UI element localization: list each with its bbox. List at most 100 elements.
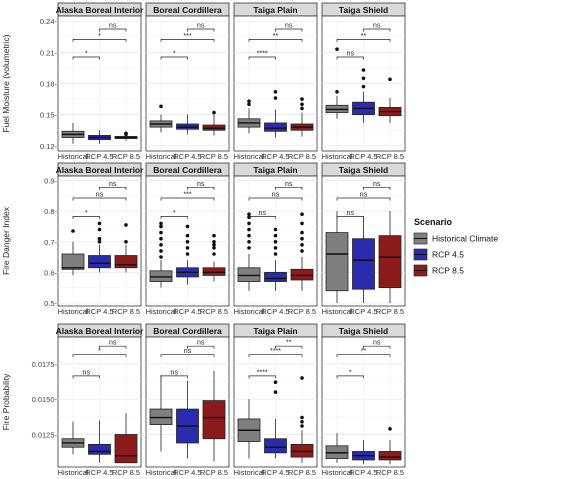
box-rcp45 — [176, 224, 199, 285]
box-rcp45 — [176, 114, 199, 135]
x-tick-label: RCP 8.5 — [376, 307, 404, 316]
outlier-point — [300, 419, 304, 424]
bracket-line — [336, 197, 391, 201]
chart-row-3: Fire Probability 0.0125- 0.0150- 0.0175- Ala… — [1, 323, 406, 477]
box-rcp45 — [88, 130, 111, 144]
bracket-line — [187, 186, 215, 190]
x-tick-label: Historical — [234, 468, 265, 477]
bracket-line — [275, 28, 303, 32]
facet-title: Boreal Cordillera — [153, 165, 222, 175]
outlier-point — [97, 227, 102, 232]
significance-bracket: ns — [363, 340, 391, 349]
significance-label: * — [85, 210, 88, 217]
significance-label: * — [349, 369, 352, 376]
significance-label: ns — [197, 181, 205, 188]
x-tick-label: RCP 8.5 — [200, 307, 228, 316]
outlier-point — [300, 212, 304, 217]
facet-title: Alaska Boreal Interior — [56, 326, 145, 336]
box-rcp85 — [202, 370, 226, 462]
significance-bracket: ns — [363, 181, 391, 190]
outlier-point — [247, 102, 251, 107]
outlier-point — [273, 246, 278, 250]
y-tick-label: 0.15- — [40, 111, 58, 120]
box-rcp45 — [176, 380, 199, 459]
legend-label: RCP 8.5 — [432, 266, 464, 276]
x-tick-label: Historical — [58, 307, 89, 316]
outlier-point — [247, 99, 251, 103]
bracket-line — [336, 216, 364, 219]
significance-bracket: ns — [160, 369, 188, 379]
significance-bracket: * — [160, 210, 188, 219]
bracket-line — [72, 197, 127, 201]
bracket-line — [248, 39, 303, 42]
outlier-point — [159, 221, 163, 226]
outlier-point — [212, 252, 216, 256]
box-rcp85 — [378, 427, 402, 465]
x-tick-label: Historical — [58, 468, 89, 477]
significance-label: **** — [257, 51, 268, 58]
significance-label: ns — [109, 340, 117, 347]
box-rcp45 — [352, 440, 375, 465]
significance-label: ns — [171, 369, 179, 376]
legend-item: RCP 4.5 — [413, 248, 464, 261]
outlier-point — [185, 239, 190, 244]
x-tick-label: RCP 8.5 — [288, 152, 316, 161]
chart-row-1: Fuel Moisture (volumetric) 0.12- 0.15- 0.18… — [1, 2, 406, 161]
significance-label: * — [173, 210, 176, 217]
box-iqr — [378, 235, 402, 289]
box-iqr — [149, 408, 173, 426]
box-rcp85 — [202, 110, 226, 136]
chart-row-2: Fire Danger Index 0.5- 0.6- 0.7- 0.8- 0.9- Ala… — [1, 162, 406, 316]
box-rcp85 — [378, 211, 402, 303]
y-axis-label: Fire Danger Index — [1, 206, 11, 275]
y-tick-label: 0.8- — [44, 207, 57, 216]
bracket-line — [275, 345, 303, 349]
outlier-point — [159, 249, 163, 253]
x-tick-label: RCP 8.5 — [112, 307, 140, 316]
box-historical — [149, 375, 173, 452]
legend-item: Historical Climate — [413, 232, 498, 245]
box-rcp45 — [88, 221, 111, 273]
facet-title: Taiga Plain — [253, 326, 297, 336]
x-tick-label: Historical — [234, 307, 265, 316]
facet-title: Taiga Plain — [253, 5, 297, 15]
bracket-line — [72, 354, 127, 358]
significance-label: ns — [83, 369, 91, 376]
bracket-line — [99, 28, 127, 32]
facet-title: Boreal Cordillera — [153, 5, 222, 15]
y-tick-label: 0.21- — [40, 48, 58, 57]
outlier-point — [300, 243, 304, 247]
bracket-line — [363, 345, 391, 349]
bracket-line — [275, 186, 303, 190]
x-tick-label: RCP 4.5 — [261, 468, 289, 477]
outlier-point — [97, 239, 102, 244]
box-historical — [237, 212, 261, 291]
outlier-point — [273, 252, 278, 256]
panel-1-1: Alaska Boreal Interior**nsHistoricalRCP … — [56, 2, 144, 161]
bracket-line — [99, 345, 127, 349]
x-tick-label: Historical — [58, 152, 89, 161]
significance-label: ns — [347, 210, 355, 217]
outlier-point — [300, 376, 304, 380]
y-tick-label: 0.9- — [44, 177, 57, 186]
outlier-point — [212, 233, 216, 238]
significance-label: ns — [259, 210, 267, 217]
significance-bracket: ns — [248, 192, 303, 201]
facet-title: Taiga Shield — [339, 165, 388, 175]
bracket-line — [187, 28, 215, 32]
significance-bracket: * — [160, 51, 188, 60]
box-rcp85 — [114, 413, 138, 464]
outlier-point — [300, 424, 304, 428]
legend-label: RCP 4.5 — [432, 250, 464, 260]
bracket-line — [248, 375, 276, 379]
outlier-point — [247, 233, 251, 238]
outlier-point — [71, 229, 75, 233]
significance-bracket: ns — [72, 192, 127, 201]
outlier-point — [159, 230, 163, 235]
significance-bracket: * — [72, 210, 100, 219]
outlier-point — [300, 102, 304, 107]
bracket-line — [187, 345, 215, 349]
outlier-point — [361, 76, 366, 81]
